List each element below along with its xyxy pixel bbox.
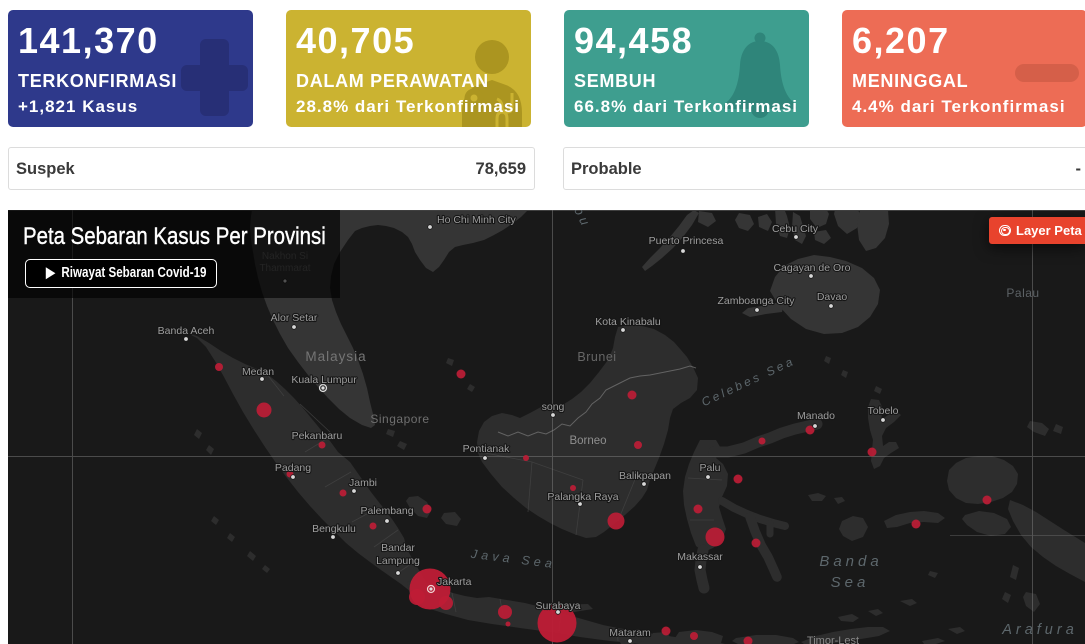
svg-text:Makassar: Makassar [677,551,723,563]
svg-text:Palau: Palau [1006,286,1039,300]
svg-text:Puerto Princesa: Puerto Princesa [649,235,724,247]
svg-text:Singapore: Singapore [370,412,429,426]
svg-text:Balikpapan: Balikpapan [619,470,671,482]
svg-text:Malaysia: Malaysia [305,349,366,364]
svg-text:Jambi: Jambi [349,477,377,489]
svg-text:Banda: Banda [819,553,882,570]
svg-text:Palu: Palu [699,462,720,474]
svg-text:Mataram: Mataram [609,627,651,639]
svg-text:Medan: Medan [242,366,274,378]
svg-text:Borneo: Borneo [569,435,606,447]
svg-text:Palangka Raya: Palangka Raya [547,491,618,503]
svg-text:Cagayan de Oro: Cagayan de Oro [773,262,850,274]
svg-text:Manado: Manado [797,410,835,422]
svg-text:Arafura: Arafura [1001,622,1078,638]
svg-text:Sea: Sea [831,574,870,591]
svg-text:Padang: Padang [275,462,311,474]
svg-text:Palembang: Palembang [360,505,413,517]
svg-text:Banda Aceh: Banda Aceh [158,325,215,337]
svg-text:Surabaya: Surabaya [536,600,581,612]
svg-text:Jakarta: Jakarta [437,576,472,588]
svg-text:Bengkulu: Bengkulu [312,523,356,535]
svg-text:Ho Chi Minh City: Ho Chi Minh City [437,214,517,226]
svg-text:Cebu City: Cebu City [772,223,819,235]
svg-text:Kota Kinabalu: Kota Kinabalu [595,316,661,328]
svg-text:Zamboanga City: Zamboanga City [717,295,795,307]
svg-text:Tobelo: Tobelo [868,405,899,417]
svg-text:Davao: Davao [817,291,848,303]
svg-text:song: song [542,401,565,413]
svg-text:Pontianak: Pontianak [463,443,510,455]
svg-text:Kuala Lumpur: Kuala Lumpur [291,374,357,386]
svg-text:Pekanbaru: Pekanbaru [292,430,343,442]
svg-text:Alor Setar: Alor Setar [271,312,318,324]
svg-text:Lampung: Lampung [376,555,420,567]
svg-text:Bandar: Bandar [381,542,415,554]
svg-text:Brunei: Brunei [577,350,616,364]
svg-text:Timor-Lest: Timor-Lest [807,635,859,644]
